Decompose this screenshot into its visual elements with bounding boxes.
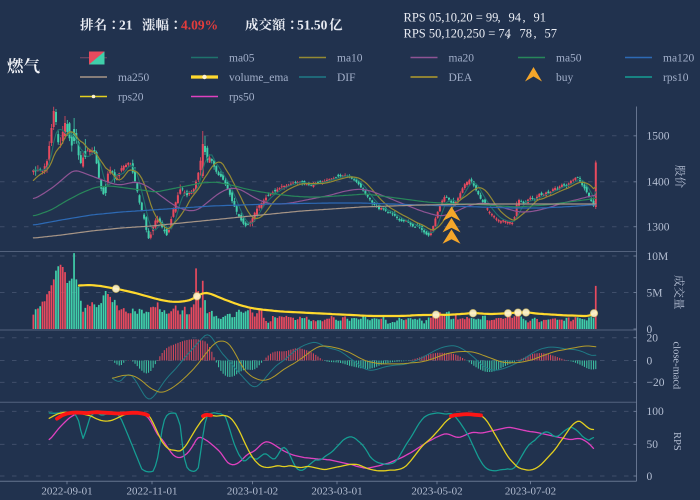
svg-text:ma250: ma250 xyxy=(118,72,150,84)
svg-text:ma20: ma20 xyxy=(449,53,475,65)
svg-text:volume_ema: volume_ema xyxy=(229,72,288,84)
svg-text:2023-05-02: 2023-05-02 xyxy=(411,486,462,498)
svg-text:94: 94 xyxy=(509,11,522,25)
svg-text:78: 78 xyxy=(520,27,533,41)
svg-text:2023-01-02: 2023-01-02 xyxy=(227,486,278,498)
svg-text:ma10: ma10 xyxy=(337,53,363,65)
svg-text:57: 57 xyxy=(545,27,558,41)
svg-text:rps50: rps50 xyxy=(229,92,255,104)
svg-text:1500: 1500 xyxy=(647,131,670,143)
svg-text:0: 0 xyxy=(647,355,653,367)
svg-text:RPS: RPS xyxy=(671,432,682,451)
svg-text:,: , xyxy=(507,27,510,41)
svg-text:DIF: DIF xyxy=(337,72,356,84)
svg-text:RPS 50,120,250 = 74: RPS 50,120,250 = 74 xyxy=(404,27,512,41)
svg-text:−20: −20 xyxy=(647,377,665,389)
svg-text:RPS 05,10,20 = 99: RPS 05,10,20 = 99 xyxy=(404,11,499,25)
svg-text:0: 0 xyxy=(647,324,653,336)
svg-text:21: 21 xyxy=(119,18,133,33)
svg-text:2023-03-01: 2023-03-01 xyxy=(311,486,362,498)
svg-text:100: 100 xyxy=(647,406,665,418)
svg-text:2022-11-01: 2022-11-01 xyxy=(127,486,178,498)
svg-text:ma120: ma120 xyxy=(663,53,695,65)
svg-text:0: 0 xyxy=(647,471,653,483)
svg-text:1300: 1300 xyxy=(647,222,670,234)
svg-text:rps20: rps20 xyxy=(118,92,144,104)
svg-text:close-macd: close-macd xyxy=(671,342,682,391)
svg-text:ma05: ma05 xyxy=(229,53,255,65)
svg-text:,: , xyxy=(498,11,501,25)
svg-text:2023-07-02: 2023-07-02 xyxy=(505,486,556,498)
svg-text:,: , xyxy=(534,27,537,41)
svg-text:91: 91 xyxy=(534,11,547,25)
svg-text:10M: 10M xyxy=(647,251,669,263)
svg-text:buy: buy xyxy=(556,72,574,84)
svg-text:rps10: rps10 xyxy=(663,72,689,84)
svg-text:5M: 5M xyxy=(647,287,663,299)
svg-text:50: 50 xyxy=(647,439,659,451)
svg-text:20: 20 xyxy=(647,333,659,345)
svg-text:51.50: 51.50 xyxy=(297,18,328,33)
svg-text:ma50: ma50 xyxy=(556,53,582,65)
svg-text:,: , xyxy=(523,11,526,25)
svg-text:1400: 1400 xyxy=(647,177,670,189)
svg-text:DEA: DEA xyxy=(449,72,473,84)
svg-text:2022-09-01: 2022-09-01 xyxy=(41,486,92,498)
svg-text:4.09%: 4.09% xyxy=(181,18,218,33)
